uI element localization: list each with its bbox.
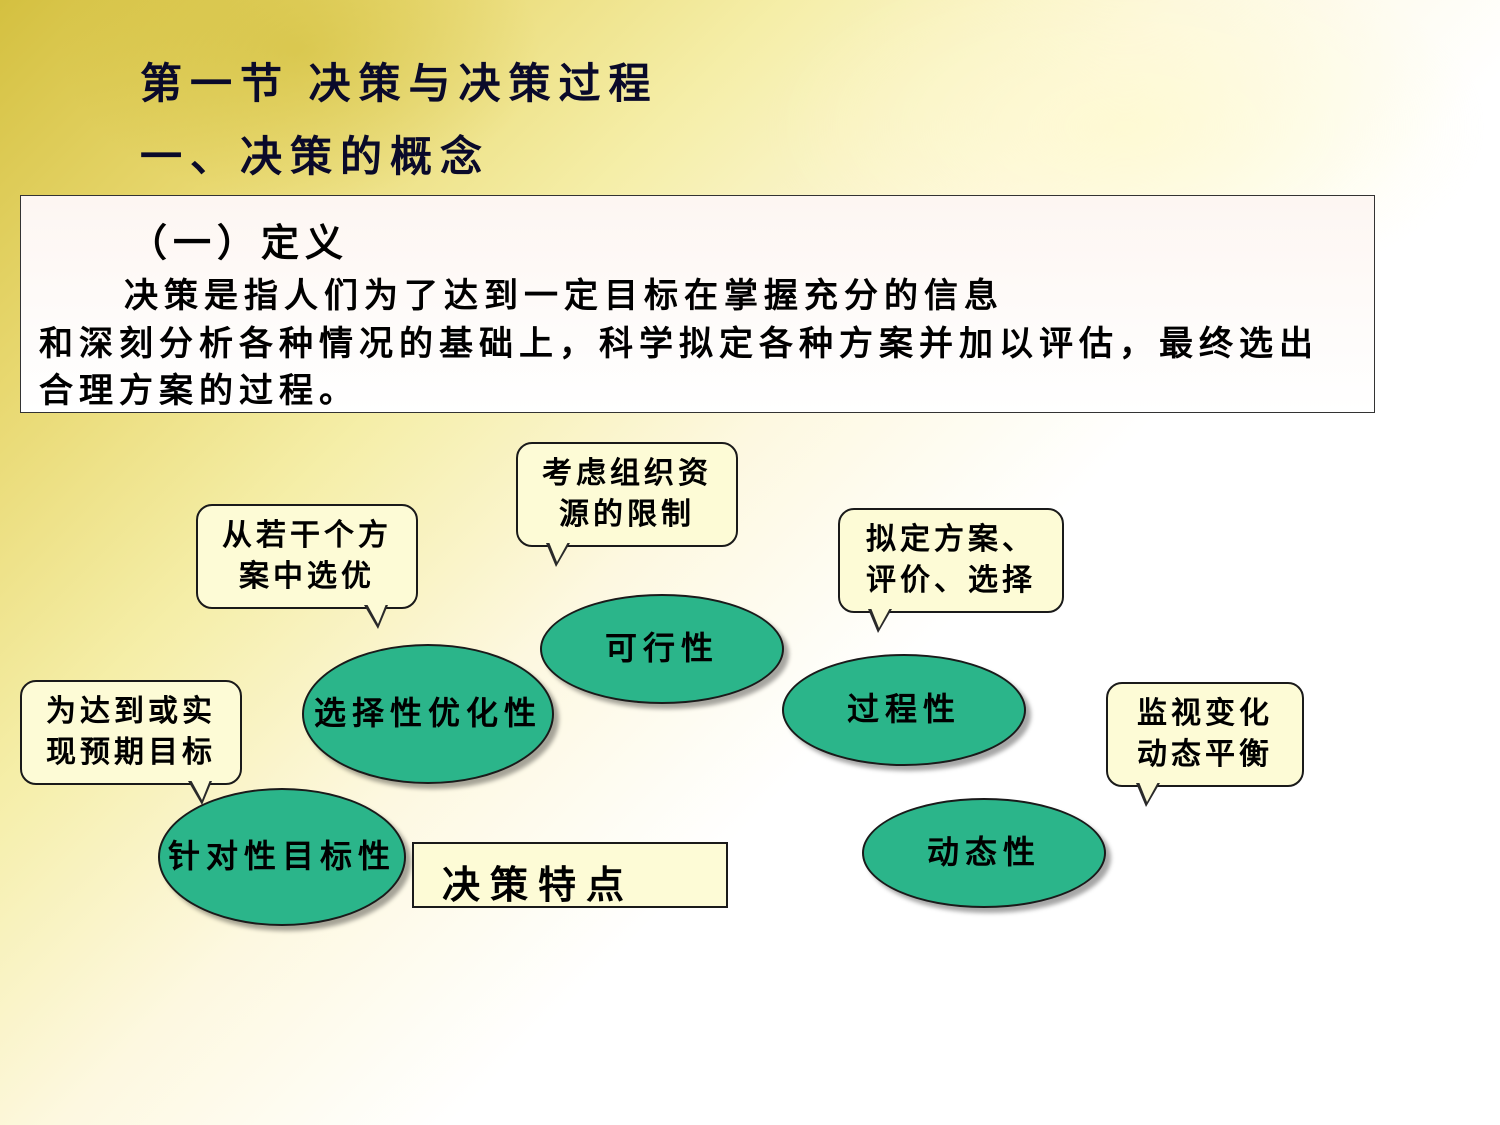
subsection-title: 一、决策的概念: [140, 123, 659, 184]
definition-body-rest: 和深刻分析各种情况的基础上，科学拟定各种方案并加以评估，最终选出合理方案的过程。: [39, 321, 1356, 416]
callout-targetedness: 为达到或实现预期目标: [20, 680, 242, 785]
definition-body-first-line: 决策是指人们为了达到一定目标在掌握充分的信息: [39, 273, 1356, 321]
feature-ellipse-dynamic: 动态性: [862, 798, 1106, 908]
callout-tail-icon: [364, 605, 388, 629]
callout-feasibility: 考虑组织资源的限制: [516, 442, 738, 547]
callout-tail-icon: [1136, 783, 1160, 807]
feature-ellipse-process: 过程性: [782, 654, 1026, 766]
center-label: 决策特点: [412, 842, 728, 908]
callout-tail-icon: [188, 781, 212, 805]
callout-tail-icon: [546, 543, 570, 567]
feature-ellipse-targetedness: 针对性目标性: [158, 788, 406, 926]
section-title: 第一节 决策与决策过程: [140, 50, 659, 111]
features-diagram: 针对性目标性为达到或实现预期目标选择性优化性 从若干个方案中选优可行性 考虑组织资源…: [0, 420, 1500, 1125]
title-block: 第一节 决策与决策过程 一、决策的概念: [140, 50, 659, 184]
feature-ellipse-selectivity: 选择性优化性: [302, 644, 554, 784]
callout-process: 拟定方案、评价、选择: [838, 508, 1064, 613]
callout-selectivity: 从若干个方案中选优: [196, 504, 418, 609]
feature-ellipse-feasibility: 可行性: [540, 594, 784, 704]
definition-heading: （一）定义: [129, 212, 1356, 267]
callout-dynamic: 监视变化动态平衡: [1106, 682, 1304, 787]
definition-box: （一）定义 决策是指人们为了达到一定目标在掌握充分的信息 和深刻分析各种情况的基…: [20, 195, 1375, 413]
callout-tail-icon: [868, 609, 892, 633]
